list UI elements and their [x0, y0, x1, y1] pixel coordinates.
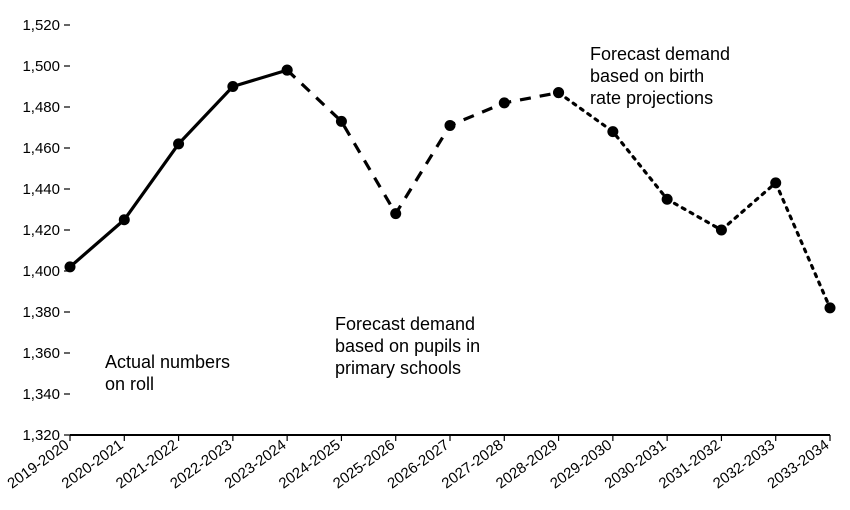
marker-actual	[65, 261, 76, 272]
y-tick-label: 1,380	[22, 304, 60, 321]
marker-birth_forecast	[716, 225, 727, 236]
marker-actual	[173, 138, 184, 149]
line-chart: 1,3201,3401,3601,3801,4001,4201,4401,460…	[0, 0, 850, 510]
y-tick-label: 1,340	[22, 386, 60, 403]
y-tick-label: 1,360	[22, 345, 60, 362]
y-tick-label: 1,440	[22, 181, 60, 198]
marker-birth_forecast	[607, 126, 618, 137]
marker-birth_forecast	[770, 177, 781, 188]
y-tick-label: 1,520	[22, 17, 60, 34]
y-tick-label: 1,420	[22, 222, 60, 239]
marker-birth_forecast	[553, 87, 564, 98]
marker-primary_forecast	[336, 116, 347, 127]
marker-birth_forecast	[825, 302, 836, 313]
y-tick-label: 1,500	[22, 58, 60, 75]
y-tick-label: 1,460	[22, 140, 60, 157]
marker-actual	[227, 81, 238, 92]
marker-birth_forecast	[662, 194, 673, 205]
marker-actual	[119, 214, 130, 225]
annotation-primary_label: Forecast demandbased on pupils inprimary…	[335, 314, 480, 378]
y-tick-label: 1,480	[22, 99, 60, 116]
marker-primary_forecast	[390, 208, 401, 219]
marker-primary_forecast	[282, 65, 293, 76]
marker-primary_forecast	[445, 120, 456, 131]
y-tick-label: 1,400	[22, 263, 60, 280]
marker-primary_forecast	[499, 97, 510, 108]
